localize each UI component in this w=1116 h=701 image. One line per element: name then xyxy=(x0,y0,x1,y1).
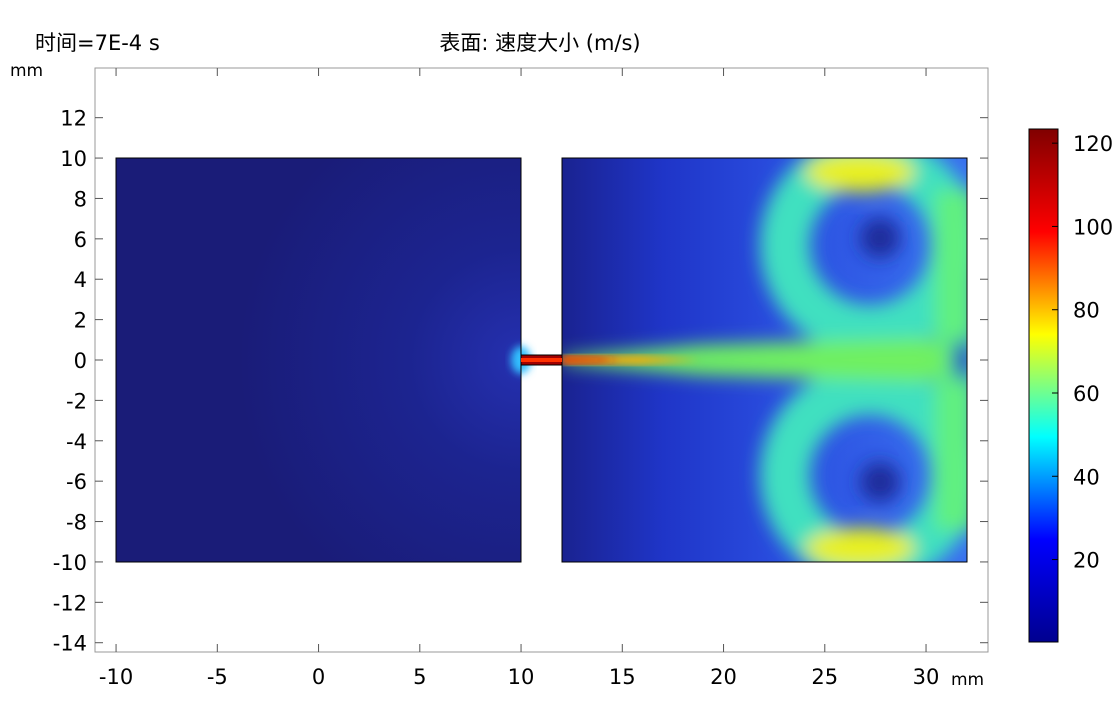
y-tick-label: 6 xyxy=(74,228,87,252)
y-tick-label: -14 xyxy=(53,632,87,656)
colorbar-tick-label: 40 xyxy=(1073,465,1100,489)
x-tick-label: -10 xyxy=(99,665,133,689)
y-tick-label: -4 xyxy=(66,430,87,454)
y-tick-label: 4 xyxy=(74,268,87,292)
colorbar-tick-label: 80 xyxy=(1073,299,1100,323)
y-tick-label: 0 xyxy=(74,349,87,373)
y-tick-label: 2 xyxy=(74,309,87,333)
colorbar-tick-label: 60 xyxy=(1073,382,1100,406)
y-tick-label: -6 xyxy=(66,470,87,494)
chart-title: 表面: 速度大小 (m/s) xyxy=(439,31,640,55)
y-axis-unit: mm xyxy=(10,61,43,81)
y-tick-label: 12 xyxy=(60,107,87,131)
time-label: 时间=7E-4 s xyxy=(35,31,160,55)
y-tick-label: -12 xyxy=(53,591,87,615)
x-tick-label: 10 xyxy=(508,665,535,689)
colorbar-tick-label: 20 xyxy=(1073,549,1100,573)
x-tick-label: 20 xyxy=(710,665,737,689)
channel-core xyxy=(521,358,562,362)
y-tick-label: 8 xyxy=(74,187,87,211)
y-tick-label: 10 xyxy=(60,147,87,171)
x-tick-label: 15 xyxy=(609,665,636,689)
domain-right xyxy=(562,158,967,562)
colorbar-tick-label: 100 xyxy=(1073,215,1113,239)
y-tick-label: -10 xyxy=(53,551,87,575)
domain-left xyxy=(116,158,521,562)
colorbar-tick-label: 120 xyxy=(1073,132,1113,156)
x-tick-label: 5 xyxy=(413,665,426,689)
y-tick-label: -2 xyxy=(66,389,87,413)
y-tick-label: -8 xyxy=(66,511,87,535)
x-tick-label: -5 xyxy=(207,665,228,689)
x-axis-unit: mm xyxy=(951,670,984,690)
colorbar xyxy=(1028,128,1059,643)
x-tick-label: 0 xyxy=(312,665,325,689)
x-tick-label: 30 xyxy=(913,665,940,689)
x-tick-label: 25 xyxy=(811,665,838,689)
